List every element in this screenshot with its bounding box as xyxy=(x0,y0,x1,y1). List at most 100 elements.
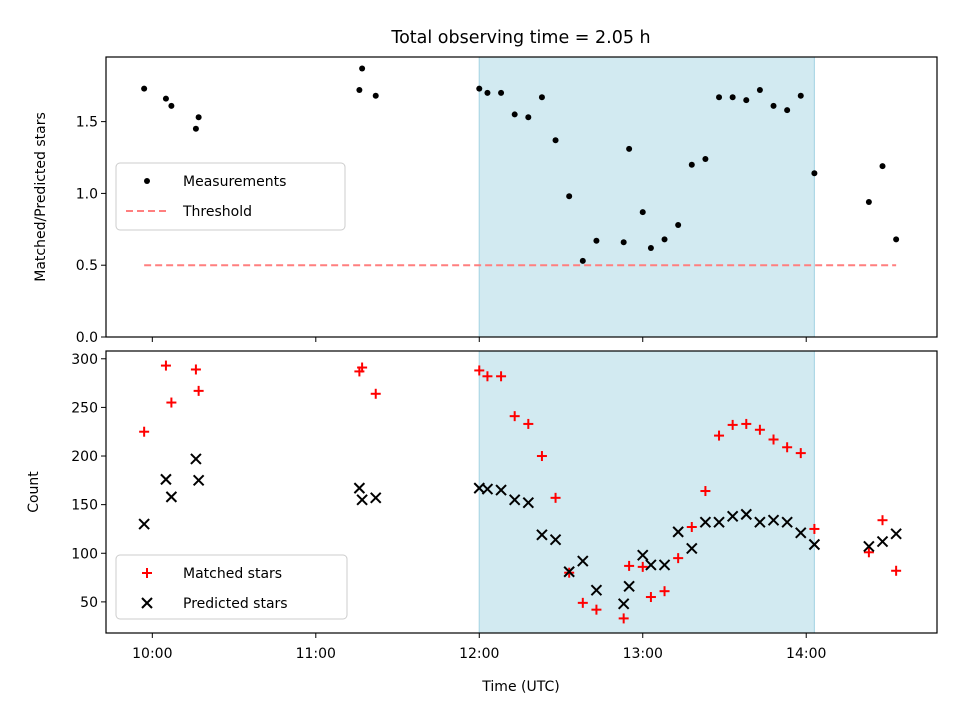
legend-marker xyxy=(144,178,150,184)
predicted-star-point xyxy=(623,580,635,593)
predicted-star-point xyxy=(890,528,902,540)
predicted-star-point xyxy=(795,527,807,539)
legend: Matched stars Predicted stars xyxy=(115,554,348,620)
matched-star-point xyxy=(577,597,588,608)
measurement-point xyxy=(359,65,366,72)
y-tick-label: 250 xyxy=(71,400,98,416)
predicted-star-point xyxy=(356,494,368,506)
y-tick-label: 0.5 xyxy=(76,258,98,274)
axes-frame xyxy=(105,56,938,338)
measurement-point xyxy=(192,125,199,132)
predicted-star-point xyxy=(658,559,671,571)
measurement-point xyxy=(811,170,818,177)
matched-star-point xyxy=(795,448,806,459)
measurement-point xyxy=(756,87,763,94)
predicted-star-point xyxy=(536,529,548,541)
legend: Measurements Threshold xyxy=(115,162,346,231)
predicted-star-point xyxy=(876,535,889,548)
legend-label: Measurements xyxy=(183,174,286,190)
matched-star-point xyxy=(357,362,368,373)
y-tick-label: 100 xyxy=(71,546,98,562)
y-tick-label: 200 xyxy=(71,449,98,465)
matched-star-point xyxy=(714,430,725,441)
y-tick-label: 1.5 xyxy=(76,115,98,131)
measurement-point xyxy=(743,97,750,104)
y-tick-label: 50 xyxy=(80,595,98,611)
matched-star-point xyxy=(509,411,520,422)
matched-star-point xyxy=(496,371,507,382)
matched-star-point xyxy=(727,419,738,430)
measurement-point xyxy=(865,199,872,206)
predicted-star-point xyxy=(808,538,821,551)
measurement-point xyxy=(784,107,791,114)
matched-star-point xyxy=(139,426,150,437)
legend-marker xyxy=(141,597,153,609)
matched-star-point xyxy=(591,604,602,615)
predicted-star-point xyxy=(508,494,521,506)
predicted-star-point xyxy=(190,453,202,465)
y-axis-label: Count xyxy=(26,471,42,513)
matched-star-point xyxy=(474,365,485,376)
measurement-point xyxy=(702,155,709,162)
matched-star-point xyxy=(166,397,177,408)
measurement-point xyxy=(729,94,736,101)
y-tick-label: 150 xyxy=(71,498,98,514)
predicted-star-point xyxy=(672,526,684,538)
y-tick-label: 300 xyxy=(71,352,98,368)
predicted-star-point xyxy=(495,484,507,496)
bottom-panel: 50 100 150 200 250 300 10:00 11:00 12:00 13:00 14:… xyxy=(26,350,938,662)
predicted-star-point xyxy=(138,518,150,530)
matched-star-point xyxy=(863,547,874,558)
matched-star-point xyxy=(618,613,629,624)
predicted-star-point xyxy=(637,549,649,561)
measurement-point xyxy=(141,85,148,92)
matched-star-point xyxy=(536,451,547,462)
predicted-star-point xyxy=(549,533,562,546)
matched-star-point xyxy=(370,388,381,399)
predicted-star-point xyxy=(713,516,725,528)
predicted-star-point xyxy=(577,555,589,567)
legend-label: Threshold xyxy=(182,204,252,220)
x-tick-label: 10:00 xyxy=(132,646,172,662)
y-axis-label: Matched/Predicted stars xyxy=(33,112,49,282)
observing-window-shade xyxy=(479,57,815,337)
predicted-star-point xyxy=(165,491,178,503)
top-panel: 0.0 0.5 1.0 1.5 Matched/Predicted stars Measu… xyxy=(33,56,938,346)
x-tick-label: 13:00 xyxy=(623,646,663,662)
measurement-point xyxy=(688,161,695,168)
measurement-point xyxy=(893,236,900,243)
matched-star-point xyxy=(160,360,171,371)
measurement-point xyxy=(552,137,559,144)
matched-star-point xyxy=(482,371,493,382)
legend-label: Matched stars xyxy=(183,566,282,582)
measurement-point xyxy=(525,114,532,121)
measurement-point xyxy=(566,193,573,200)
measurement-point xyxy=(626,145,633,152)
chart-title: Total observing time = 2.05 h xyxy=(390,28,650,48)
matched-star-point xyxy=(686,522,697,533)
legend-box xyxy=(115,554,348,620)
matched-star-point xyxy=(891,565,902,576)
predicted-star-point xyxy=(353,482,366,494)
measurement-point xyxy=(593,237,600,244)
measurement-point xyxy=(661,236,668,243)
measurement-point xyxy=(168,102,175,109)
predicted-star-point xyxy=(522,496,535,509)
matched-star-point xyxy=(700,486,711,497)
matched-star-point xyxy=(768,434,779,445)
measurement-point xyxy=(195,114,202,121)
matched-star-point xyxy=(637,561,648,572)
matched-star-point xyxy=(782,442,793,453)
predicted-star-point xyxy=(863,540,875,553)
predicted-star-point xyxy=(617,598,630,610)
predicted-star-point xyxy=(563,566,575,578)
matched-star-point xyxy=(550,492,561,503)
measurement-point xyxy=(797,92,804,99)
predicted-star-point xyxy=(767,514,780,526)
predicted-star-point xyxy=(370,492,382,504)
legend-marker xyxy=(142,568,152,578)
predicted-star-point xyxy=(754,516,766,528)
measurement-point xyxy=(639,209,646,216)
legend-label: Predicted stars xyxy=(183,596,288,612)
